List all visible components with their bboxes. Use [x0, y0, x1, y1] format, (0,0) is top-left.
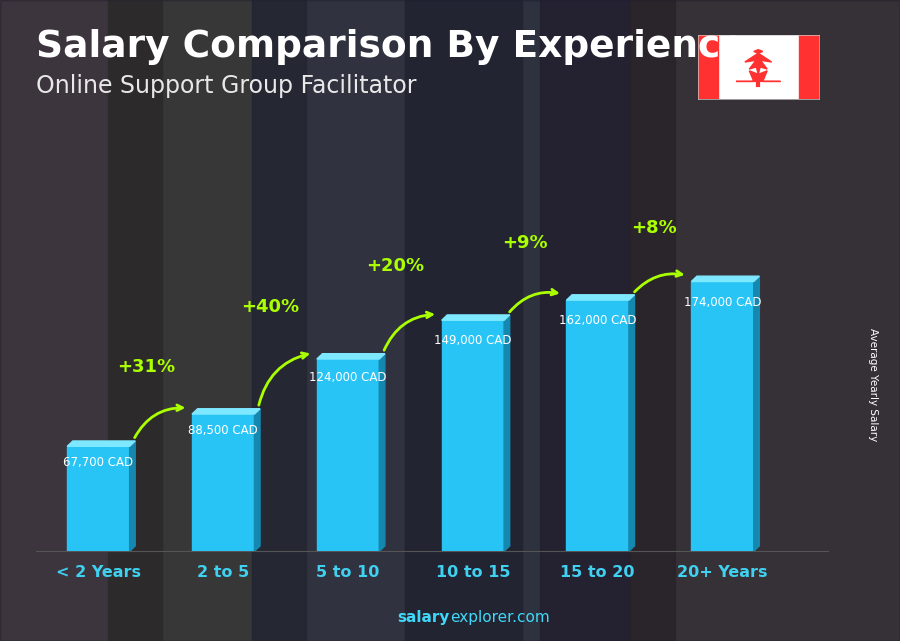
- Text: 162,000 CAD: 162,000 CAD: [559, 314, 636, 327]
- Text: Online Support Group Facilitator: Online Support Group Facilitator: [36, 74, 417, 97]
- Polygon shape: [379, 354, 385, 551]
- Text: 174,000 CAD: 174,000 CAD: [684, 296, 761, 309]
- Bar: [630, 0, 900, 641]
- Bar: [317, 359, 379, 551]
- Text: Salary Comparison By Experience: Salary Comparison By Experience: [36, 29, 746, 65]
- Polygon shape: [736, 50, 780, 81]
- Bar: [0, 0, 162, 641]
- Bar: [718, 35, 799, 99]
- Text: Average Yearly Salary: Average Yearly Salary: [868, 328, 878, 441]
- Text: 88,500 CAD: 88,500 CAD: [188, 424, 258, 437]
- Bar: [108, 0, 306, 641]
- Text: +8%: +8%: [631, 219, 677, 237]
- Polygon shape: [753, 276, 760, 551]
- Polygon shape: [691, 276, 760, 281]
- Text: salary: salary: [398, 610, 450, 625]
- Polygon shape: [317, 354, 385, 359]
- Polygon shape: [566, 295, 634, 300]
- Text: +20%: +20%: [366, 257, 425, 275]
- Bar: [540, 0, 675, 641]
- Polygon shape: [629, 295, 634, 551]
- Bar: [799, 35, 819, 99]
- Polygon shape: [68, 441, 135, 446]
- Polygon shape: [255, 409, 260, 551]
- Bar: [442, 320, 504, 551]
- Text: 149,000 CAD: 149,000 CAD: [434, 334, 511, 347]
- Text: +31%: +31%: [117, 358, 175, 376]
- Text: +40%: +40%: [241, 297, 300, 315]
- Polygon shape: [192, 409, 260, 414]
- Text: 124,000 CAD: 124,000 CAD: [310, 371, 387, 385]
- Bar: [566, 300, 629, 551]
- Bar: [192, 414, 255, 551]
- Text: +9%: +9%: [502, 234, 548, 252]
- Bar: [698, 35, 718, 99]
- Bar: [691, 281, 753, 551]
- Text: 67,700 CAD: 67,700 CAD: [63, 456, 133, 469]
- Text: explorer.com: explorer.com: [450, 610, 550, 625]
- Bar: [252, 0, 522, 641]
- Polygon shape: [130, 441, 135, 551]
- Bar: [68, 446, 130, 551]
- Polygon shape: [504, 315, 509, 551]
- Bar: [405, 0, 630, 641]
- Polygon shape: [442, 315, 509, 320]
